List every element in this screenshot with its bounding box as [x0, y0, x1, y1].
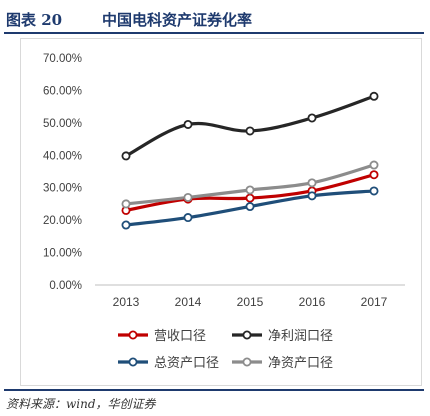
figure-title: 中国电科资产证券化率: [102, 11, 253, 29]
data-point: [183, 119, 193, 129]
data-point: [183, 213, 193, 223]
legend-item: 净利润口径: [232, 329, 333, 344]
legend-swatch-marker: [242, 357, 252, 367]
data-point: [183, 192, 193, 202]
y-tick-label: 0.00%: [49, 280, 82, 292]
x-tick-label: 2017: [361, 295, 388, 309]
y-tick-label: 70.00%: [43, 53, 82, 65]
data-point: [307, 113, 317, 123]
x-tick-label: 2016: [299, 295, 326, 309]
legend-item: 净资产口径: [232, 356, 333, 371]
x-axis-ticks: 2013 2014 2015 2016 2017: [113, 295, 388, 309]
x-tick-label: 2015: [237, 295, 264, 309]
source-bar: 资料来源：wind，华创证券: [4, 389, 424, 415]
figure-title-bar: 图表 20 中国电科资产证券化率: [4, 4, 424, 34]
x-tick-label: 2013: [113, 295, 140, 309]
data-point: [245, 126, 255, 136]
legend-label: 营收口径: [154, 329, 206, 344]
data-point: [369, 186, 379, 196]
y-tick-label: 30.00%: [43, 183, 82, 195]
series-points: [121, 91, 379, 230]
data-point: [121, 199, 131, 209]
data-point: [245, 193, 255, 203]
y-tick-label: 10.00%: [43, 248, 82, 260]
data-point: [369, 160, 379, 170]
legend-swatch-marker: [128, 330, 138, 340]
data-point: [307, 178, 317, 188]
y-tick-label: 20.00%: [43, 215, 82, 227]
figure-number: 图表 20: [6, 11, 63, 29]
series-line-1: [124, 94, 376, 158]
data-point: [369, 170, 379, 180]
legend-item: 营收口径: [118, 329, 206, 344]
legend-swatch-marker: [128, 357, 138, 367]
chart-frame: [20, 38, 422, 386]
data-point: [307, 191, 317, 201]
y-tick-label: 40.00%: [43, 150, 82, 162]
source-note: 资料来源：wind，华创证券: [6, 397, 156, 411]
legend-label: 净利润口径: [268, 329, 333, 344]
data-point: [121, 151, 131, 161]
legend-item: 总资产口径: [118, 356, 219, 371]
legend-label: 总资产口径: [154, 356, 219, 371]
y-tick-label: 50.00%: [43, 118, 82, 130]
data-point: [121, 220, 131, 230]
data-point: [369, 91, 379, 101]
y-tick-label: 60.00%: [43, 85, 82, 97]
legend-label: 净资产口径: [268, 356, 333, 371]
data-point: [245, 185, 255, 195]
legend-swatch-marker: [242, 330, 252, 340]
y-axis-ticks: 0.00% 10.00% 20.00% 30.00% 40.00% 50.00% 60.00…: [43, 53, 82, 292]
x-tick-label: 2014: [175, 295, 202, 309]
data-point: [245, 202, 255, 212]
line-chart: 0.00% 10.00% 20.00% 30.00% 40.00% 50.00% 60.00…: [43, 53, 405, 371]
